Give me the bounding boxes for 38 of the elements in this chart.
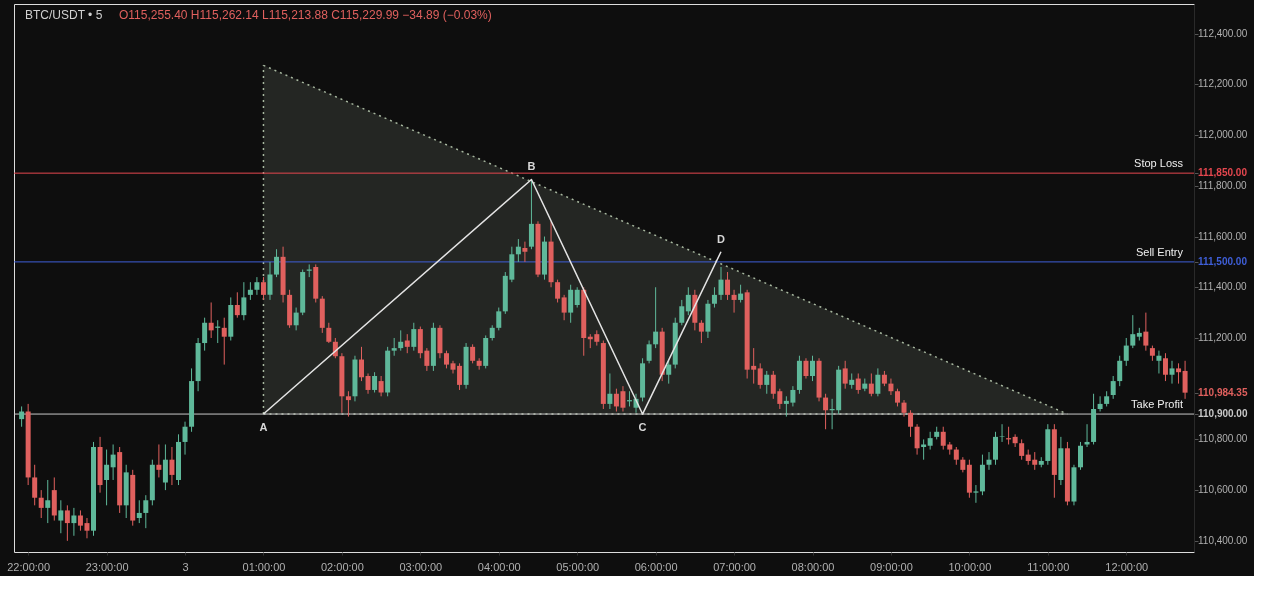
x-tick-label: 10:00:00 <box>948 560 992 573</box>
y-tick-label: 112,400.00 <box>1198 27 1248 39</box>
y-tick-label: 111,850.00 <box>1198 167 1248 179</box>
y-tick-label: 110,600.00 <box>1198 484 1248 496</box>
y-tick-label: 111,400.00 <box>1198 281 1247 293</box>
x-tick-label: 06:00:00 <box>634 560 678 573</box>
annotation: A <box>259 421 268 434</box>
x-tick-label: 12:00:00 <box>1105 560 1149 573</box>
ref-line-label: Stop Loss <box>1134 157 1184 170</box>
x-tick-label: 07:00:00 <box>713 560 756 573</box>
annotation: D <box>717 232 726 245</box>
x-tick-label: 09:00:00 <box>870 560 913 573</box>
y-tick-label: 110,800.00 <box>1198 433 1248 445</box>
x-tick-label: 22:00:00 <box>7 560 51 573</box>
y-tick-label: 111,800.00 <box>1198 179 1247 191</box>
x-tick-label: 01:00:00 <box>242 560 286 573</box>
x-tick-label: 02:00:00 <box>320 560 364 573</box>
x-tick-label: 3 <box>182 560 189 573</box>
ref-line-label: Take Profit <box>1131 398 1183 411</box>
x-tick-label: 08:00:00 <box>791 560 835 573</box>
y-tick-label: 111,600.00 <box>1198 230 1247 242</box>
ref-line-label: Sell Entry <box>1135 245 1184 258</box>
y-tick-label: 111,500.00 <box>1198 255 1248 267</box>
y-tick-label: 112,000.00 <box>1198 129 1248 141</box>
chart-subtitle: O115,255.40 H115,262.14 L115,213.88 C115,229.99 −34.89 (−0.03%) <box>119 8 492 22</box>
annotation: B <box>527 160 536 173</box>
x-tick-label: 05:00:00 <box>556 560 600 573</box>
x-tick-label: 23:00:00 <box>85 560 129 573</box>
x-tick-label: 11:00:00 <box>1027 560 1070 573</box>
y-tick-label: 110,900.00 <box>1198 408 1248 420</box>
chart-title: BTC/USDT • 5 <box>25 8 103 22</box>
y-tick-label: 110,984.35 <box>1198 386 1248 398</box>
x-tick-label: 04:00:00 <box>477 560 521 573</box>
annotation: C <box>638 421 647 434</box>
x-tick-label: 03:00:00 <box>399 560 443 573</box>
y-tick-label: 111,200.00 <box>1198 331 1247 343</box>
y-tick-label: 110,400.00 <box>1198 534 1248 546</box>
y-tick-label: 112,200.00 <box>1198 78 1248 90</box>
